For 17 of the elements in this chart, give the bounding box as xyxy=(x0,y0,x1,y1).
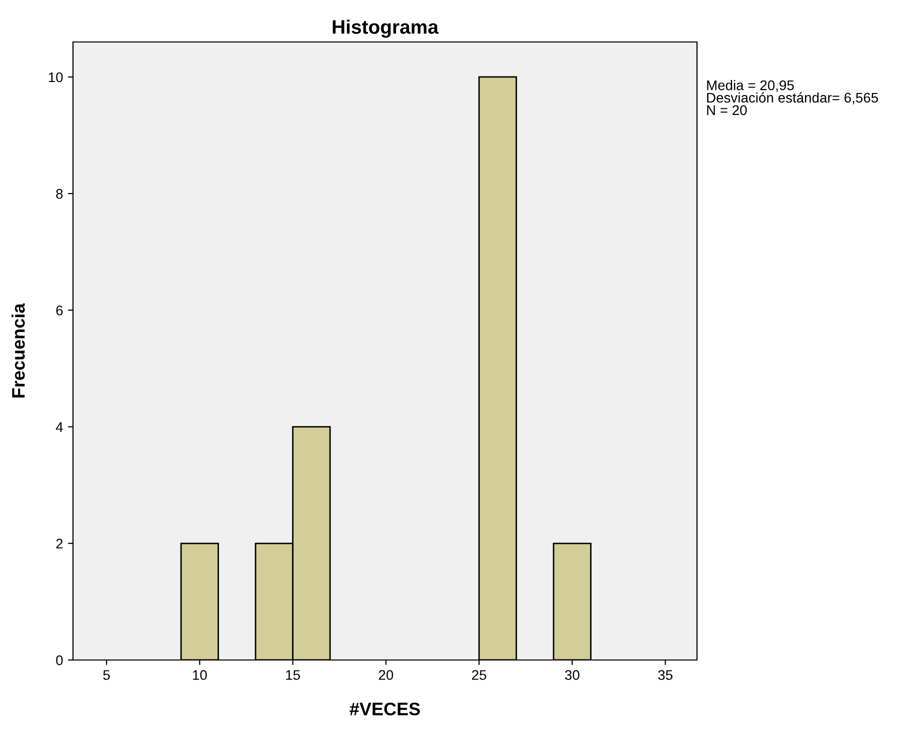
x-tick-label: 10 xyxy=(193,670,207,680)
x-tick-label: 20 xyxy=(378,670,394,680)
y-tick-label: 2 xyxy=(56,538,63,548)
text: Media = 20,95 Desviación estándar= 6,565 N = 20 xyxy=(707,80,878,116)
y-tick-label: 6 xyxy=(56,306,63,316)
x-tick-label: 35 xyxy=(658,670,672,680)
x-tick-label: 15 xyxy=(286,670,300,680)
y-tick-label: 4 xyxy=(56,422,63,432)
x-tick-label: 5 xyxy=(103,670,110,680)
chart-title: Histograma xyxy=(332,20,439,38)
x-axis-title: #VECES xyxy=(350,702,420,716)
y-tick-label: 8 xyxy=(56,188,63,199)
x-tick-label: 25 xyxy=(472,670,486,680)
y-tick-label: 10 xyxy=(48,72,63,82)
y-tick-label: 0 xyxy=(56,655,63,666)
y-axis-title: Frecuencia xyxy=(12,303,25,398)
x-tick-label: 30 xyxy=(565,670,580,680)
